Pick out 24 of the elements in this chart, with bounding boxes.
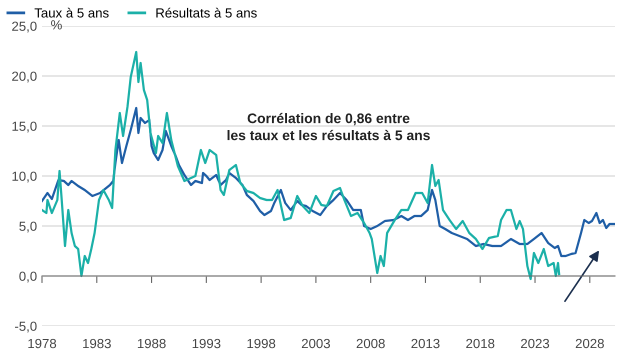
annotation: Corrélation de 0,86 entre les taux et les résultats à 5 ans: [228, 112, 430, 140]
legend-label: Résultats à 5 ans: [156, 8, 257, 18]
y-tick-label: 20,0: [12, 72, 37, 82]
y-tick-label: 0,0: [19, 272, 37, 282]
x-tick-label: 1978: [28, 338, 56, 348]
x-tick-label: 2023: [521, 338, 550, 348]
y-axis-title: %: [51, 20, 62, 30]
x-tick-label: 1993: [192, 338, 220, 348]
x-tick-label: 2008: [356, 338, 385, 348]
x-tick-label: 1983: [83, 338, 111, 348]
y-tick-label: 15,0: [12, 122, 37, 132]
line-series: [42, 106, 615, 258]
y-tick-label: 5,0: [19, 222, 37, 232]
x-tick-label: 1988: [138, 338, 166, 348]
x-tick-label: 1998: [247, 338, 276, 348]
x-tick-label: 2018: [466, 338, 494, 348]
x-tick-label: 2003: [302, 338, 330, 348]
x-tick-label: 2028: [576, 338, 604, 348]
legend-label: Taux à 5 ans: [34, 8, 109, 18]
x-tick-label: 2013: [411, 338, 440, 348]
y-tick-label: -5,0: [14, 322, 37, 332]
line-series: [42, 50, 560, 280]
y-tick-label: 10,0: [12, 172, 37, 182]
y-tick-label: 25,0: [12, 22, 37, 32]
